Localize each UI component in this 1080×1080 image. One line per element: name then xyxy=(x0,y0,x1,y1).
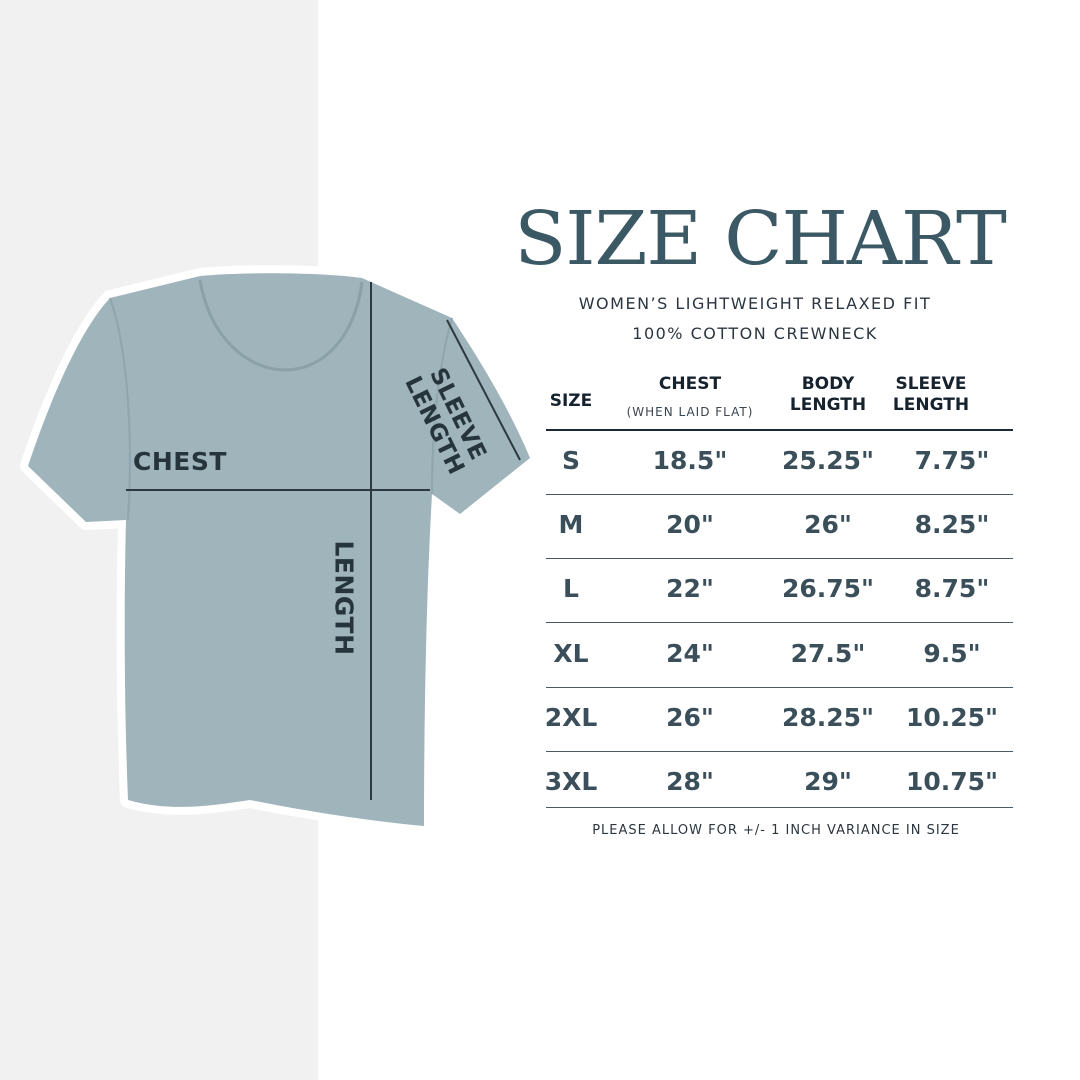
header-body-length: BODY LENGTH xyxy=(789,374,867,415)
cell-body: 27.5" xyxy=(790,638,866,668)
row-divider xyxy=(546,750,1013,752)
cell-body: 26.75" xyxy=(781,574,875,604)
cell-body: 25.25" xyxy=(781,446,875,475)
subtitle-line-1: WOMEN’S LIGHTWEIGHT RELAXED FIT xyxy=(578,294,932,313)
row-divider xyxy=(546,558,1013,560)
page-title: SIZE CHART xyxy=(514,196,1007,282)
cell-chest: 24" xyxy=(666,638,714,668)
row-divider xyxy=(546,807,1013,808)
cell-size: 3XL xyxy=(544,767,598,796)
variance-note: PLEASE ALLOW FOR +/- 1 INCH VARIANCE IN … xyxy=(592,823,960,838)
cell-size: S xyxy=(561,446,581,475)
cell-size: L xyxy=(563,574,579,604)
cell-body: 28.25" xyxy=(781,702,875,732)
sleeve-line xyxy=(446,319,521,461)
header-divider xyxy=(546,429,1013,431)
cell-chest: 18.5" xyxy=(652,446,728,475)
row-divider xyxy=(546,622,1013,624)
shirt-body xyxy=(28,273,530,826)
collar xyxy=(198,279,364,372)
cell-size: 2XL xyxy=(544,702,598,732)
subtitle-line-2: 100% COTTON CREWNECK xyxy=(632,324,878,343)
cell-size: XL xyxy=(553,638,589,668)
cell-chest: 28" xyxy=(666,767,714,796)
cell-sleeve: 9.5" xyxy=(923,638,981,668)
cell-chest: 22" xyxy=(666,574,714,604)
cell-sleeve: 8.75" xyxy=(914,574,990,604)
cell-sleeve: 7.75" xyxy=(914,446,990,475)
tshirt-diagram xyxy=(20,265,538,834)
cell-sleeve: 10.25" xyxy=(905,702,999,732)
cell-size: M xyxy=(558,510,584,540)
cell-sleeve: 10.75" xyxy=(905,767,999,796)
header-chest: CHEST xyxy=(658,374,722,394)
cell-chest: 26" xyxy=(666,702,714,732)
cell-sleeve: 8.25" xyxy=(914,510,990,540)
cell-body: 29" xyxy=(804,767,852,796)
cell-chest: 20" xyxy=(666,510,714,540)
row-divider xyxy=(546,686,1013,688)
header-size: SIZE xyxy=(549,391,593,411)
header-sleeve-length: SLEEVE LENGTH xyxy=(892,374,970,415)
row-divider xyxy=(546,494,1013,495)
header-chest-note: (WHEN LAID FLAT) xyxy=(626,405,754,419)
cell-body: 26" xyxy=(804,510,852,540)
chest-label: CHEST xyxy=(133,447,227,476)
length-label: LENGTH xyxy=(329,540,359,656)
